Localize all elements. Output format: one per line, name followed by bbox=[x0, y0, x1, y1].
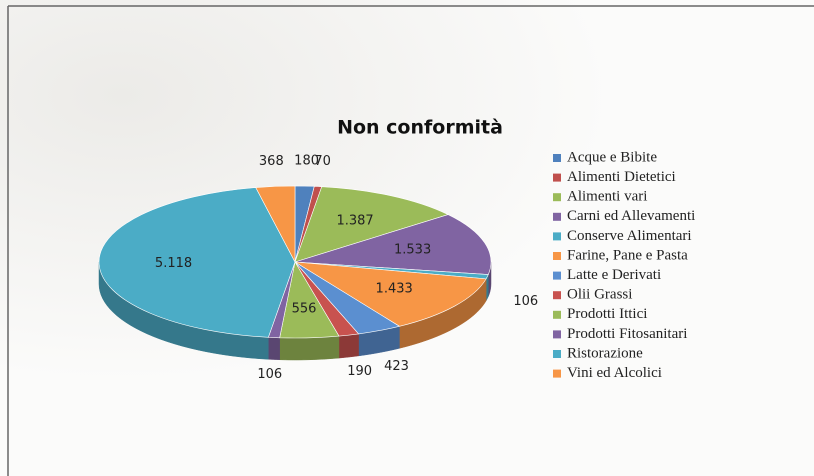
data-label: 1.533 bbox=[394, 243, 431, 258]
chart-title: Non conformità bbox=[337, 117, 503, 139]
legend-swatch bbox=[553, 369, 561, 378]
data-label: 556 bbox=[292, 301, 317, 316]
legend-label: Farine, Pane e Pasta bbox=[567, 247, 688, 263]
legend-swatch bbox=[553, 173, 561, 182]
legend-swatch bbox=[553, 271, 561, 280]
data-label: 106 bbox=[513, 294, 538, 309]
data-label: 368 bbox=[259, 154, 284, 169]
data-label: 1.387 bbox=[336, 214, 373, 229]
data-label: 106 bbox=[257, 367, 282, 382]
legend-label: Olii Grassi bbox=[567, 287, 632, 303]
pie-slice bbox=[294, 261, 487, 327]
legend-swatch bbox=[553, 252, 561, 260]
legend-label: Alimenti Dietetici bbox=[567, 169, 676, 185]
pie-slice bbox=[255, 185, 296, 263]
legend-label: Latte e Derivati bbox=[567, 267, 661, 283]
legend-label: Conserve Alimentari bbox=[567, 228, 692, 244]
data-label: 190 bbox=[347, 364, 372, 379]
pie-slice bbox=[98, 187, 296, 338]
legend-label: Alimenti vari bbox=[567, 189, 647, 205]
pie-slice bbox=[294, 214, 492, 275]
data-label: 5.118 bbox=[155, 256, 192, 271]
legend-label: Vini ed Alcolici bbox=[567, 365, 662, 381]
data-label: 70 bbox=[314, 154, 331, 169]
legend-swatch bbox=[553, 232, 561, 241]
legend-label: Prodotti Ittici bbox=[567, 306, 647, 322]
pie-slice-side bbox=[279, 335, 340, 361]
legend-label: Carni ed Allevamenti bbox=[567, 208, 695, 224]
legend-swatch bbox=[553, 330, 561, 339]
legend-label: Acque e Bibite bbox=[567, 149, 657, 165]
legend-swatch bbox=[553, 291, 561, 300]
legend-swatch bbox=[553, 193, 561, 202]
pie-slice bbox=[294, 186, 449, 263]
data-label: 423 bbox=[384, 359, 409, 374]
legend-swatch bbox=[553, 154, 561, 162]
data-label: 180 bbox=[294, 153, 319, 168]
legend-swatch bbox=[553, 212, 561, 221]
legend-swatch bbox=[553, 350, 561, 358]
legend-label: Prodotti Fitosanitari bbox=[567, 326, 687, 342]
pie-slice-side bbox=[338, 333, 359, 359]
data-label: 1.433 bbox=[376, 282, 413, 297]
pie-slice-side bbox=[268, 337, 280, 361]
legend-swatch bbox=[553, 310, 561, 319]
legend-label: Ristorazione bbox=[567, 345, 643, 361]
